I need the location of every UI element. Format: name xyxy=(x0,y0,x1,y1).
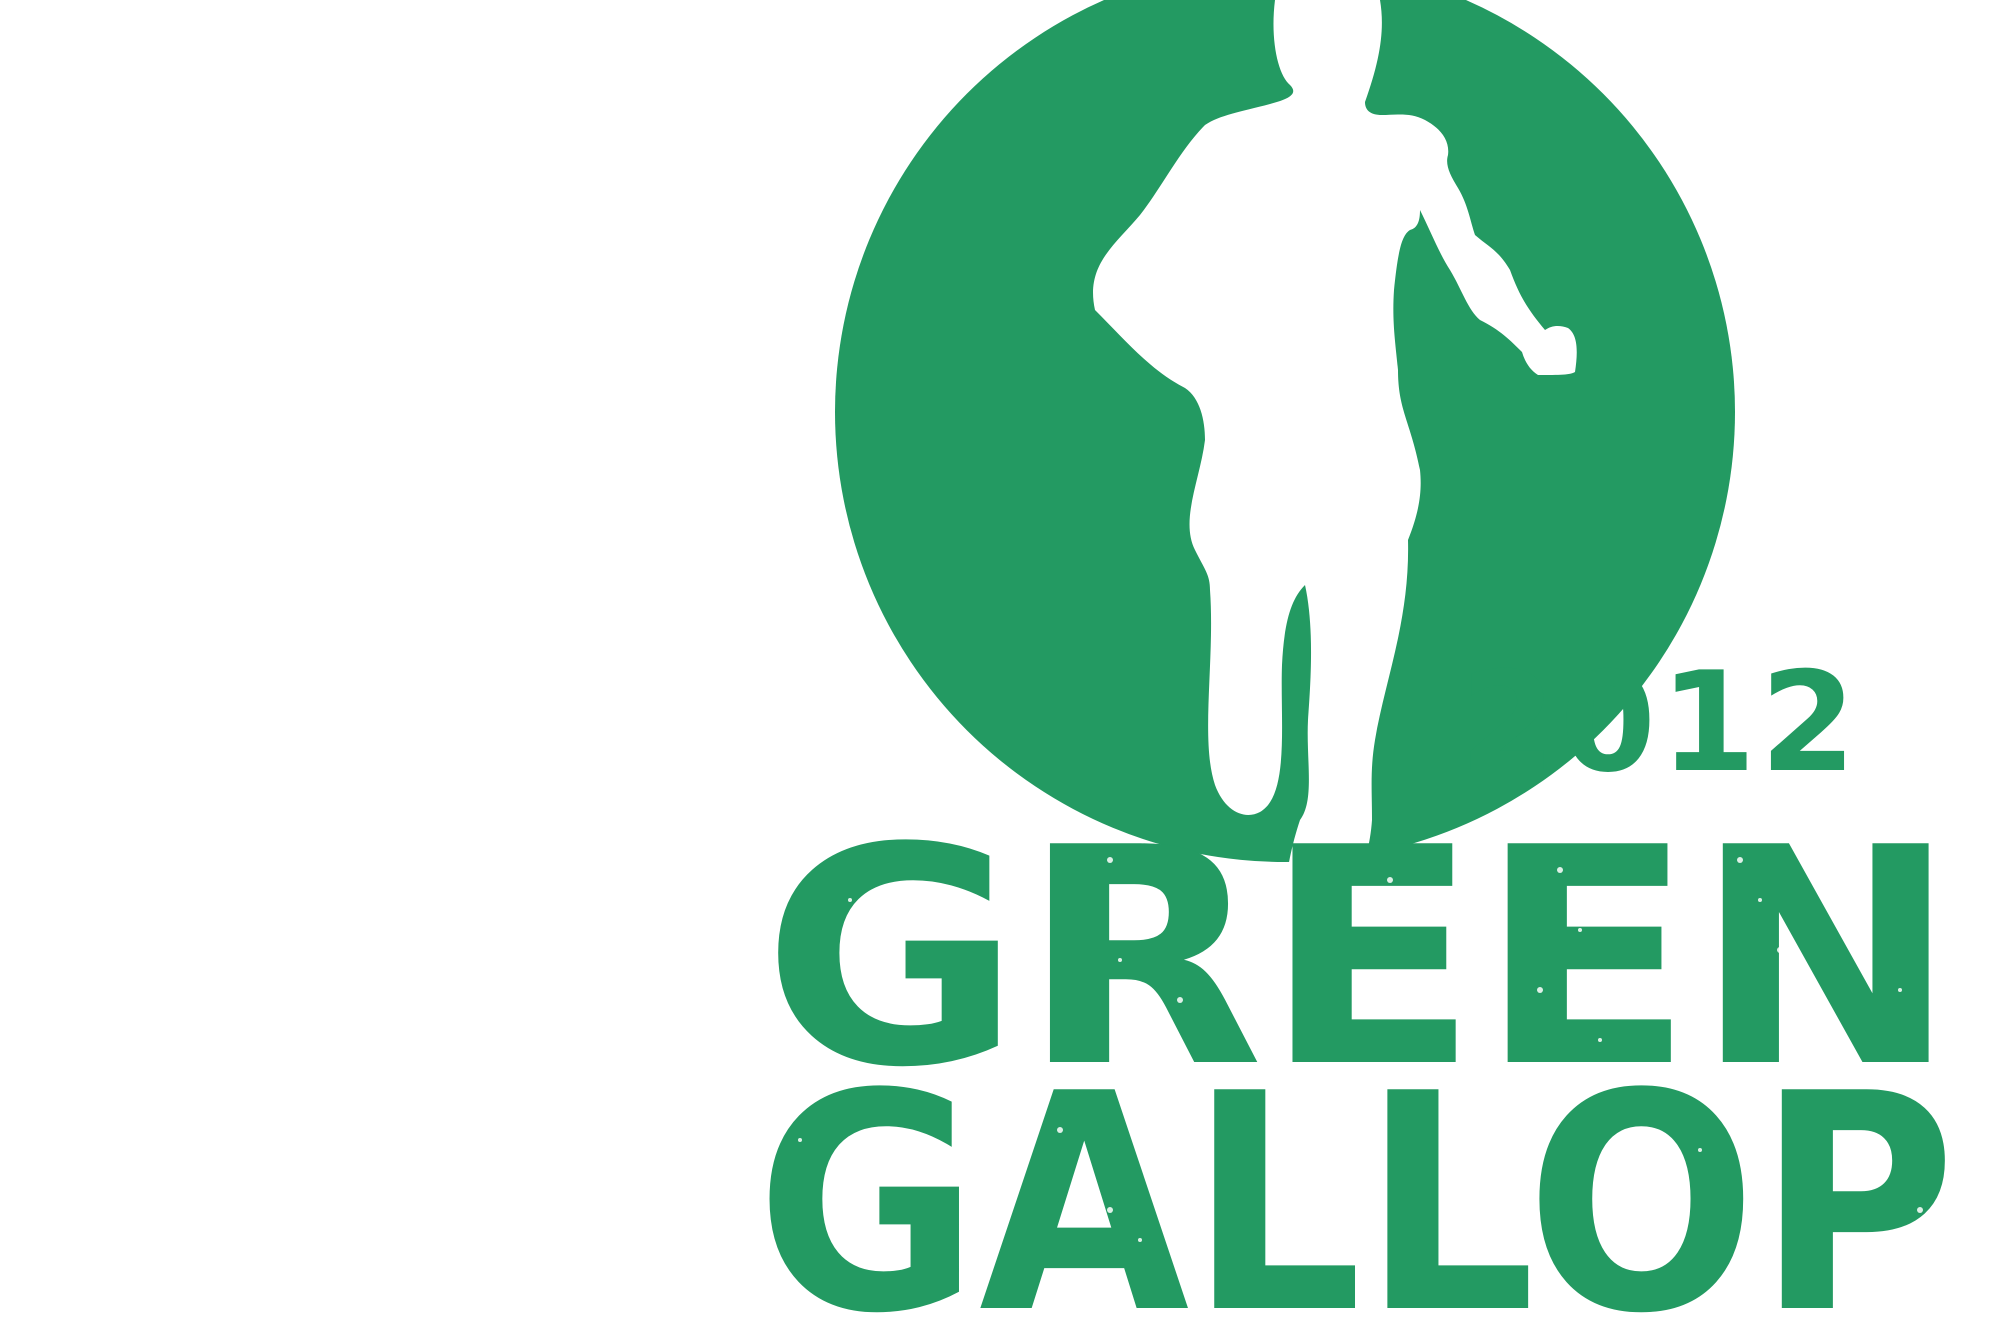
headline-gallop: GALLOP xyxy=(756,1030,1956,1333)
year-label: 2012 xyxy=(1460,642,1860,803)
